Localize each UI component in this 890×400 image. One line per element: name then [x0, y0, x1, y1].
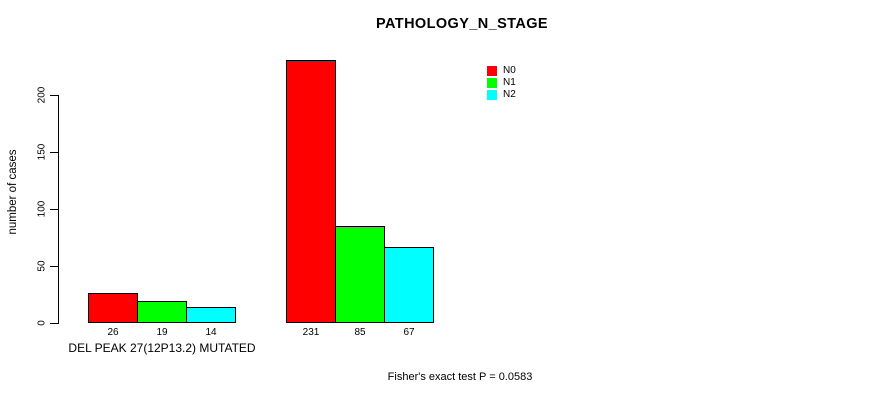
bar-value-label: 85	[354, 327, 366, 338]
y-axis-tick	[50, 323, 58, 324]
bar-n0-group2	[286, 60, 336, 323]
legend-label: N1	[503, 77, 516, 88]
legend-label: N0	[503, 65, 516, 76]
y-axis-tick	[50, 209, 58, 210]
bar-value-label: 67	[403, 327, 415, 338]
y-axis-tick	[50, 266, 58, 267]
bar-n1-group2	[335, 226, 385, 323]
y-axis-line	[58, 95, 59, 324]
legend-item: N0	[487, 65, 516, 76]
chart-title: PATHOLOGY_N_STAGE	[376, 16, 548, 32]
legend-label: N2	[503, 89, 516, 100]
legend-item: N1	[487, 77, 516, 88]
legend-color-swatch	[487, 89, 497, 100]
y-axis-tick	[50, 95, 58, 96]
y-axis-tick-label: 50	[36, 260, 48, 272]
legend-item: N2	[487, 89, 516, 100]
bar-value-label: 231	[302, 327, 320, 338]
y-axis-tick-label: 0	[36, 320, 48, 326]
x-axis-group-label: DEL PEAK 27(12P13.2) MUTATED	[68, 341, 256, 355]
bar-n0-group1	[88, 293, 138, 323]
bar-n2-group1	[186, 307, 236, 323]
y-axis-label: number of cases	[7, 149, 19, 235]
y-axis-tick-label: 100	[36, 200, 48, 218]
legend-color-swatch	[487, 77, 497, 88]
bar-value-label: 14	[205, 327, 217, 338]
y-axis-tick	[50, 152, 58, 153]
bar-value-label: 26	[107, 327, 119, 338]
legend: N0 N1 N2	[487, 65, 516, 101]
bar-n2-group2	[384, 247, 434, 323]
legend-color-swatch	[487, 65, 497, 76]
bar-n1-group1	[137, 301, 187, 323]
y-axis-tick-label: 150	[36, 143, 48, 161]
y-axis-tick-label: 200	[36, 86, 48, 104]
fisher-test-annotation: Fisher's exact test P = 0.0583	[387, 371, 533, 383]
bar-value-label: 19	[156, 327, 168, 338]
